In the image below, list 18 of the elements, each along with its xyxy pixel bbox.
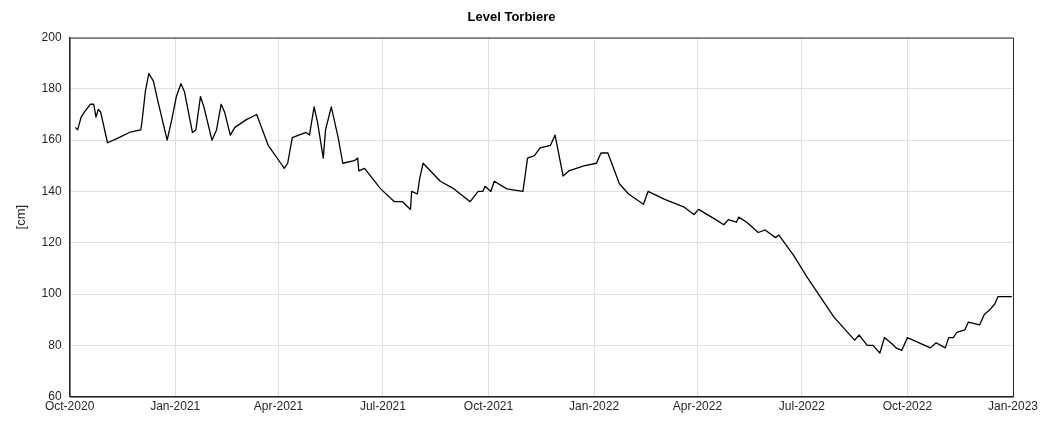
chart-title: Level Torbiere [467,9,556,25]
y-axis-title: [cm] [13,204,29,230]
x-tick-label: Jul-2021 [359,399,407,414]
x-tick-label: Apr-2021 [253,399,304,414]
x-tick-label: Jul-2022 [778,399,826,414]
y-tick-label: 180 [41,81,62,96]
x-tick-label: Apr-2022 [672,399,723,414]
y-tick-label: 80 [48,337,62,352]
y-tick-label: 200 [41,29,62,44]
x-tick-label: Jan-2023 [987,399,1039,414]
x-tick-label: Oct-2022 [882,399,933,414]
y-tick-label: 160 [41,132,62,147]
y-tick-label: 100 [41,286,62,301]
x-tick-label: Jan-2021 [150,399,201,414]
y-tick-label: 120 [41,235,62,250]
x-tick-label: Jan-2022 [569,399,620,414]
y-tick-label: 140 [41,183,62,198]
x-tick-label: Oct-2021 [463,399,514,414]
